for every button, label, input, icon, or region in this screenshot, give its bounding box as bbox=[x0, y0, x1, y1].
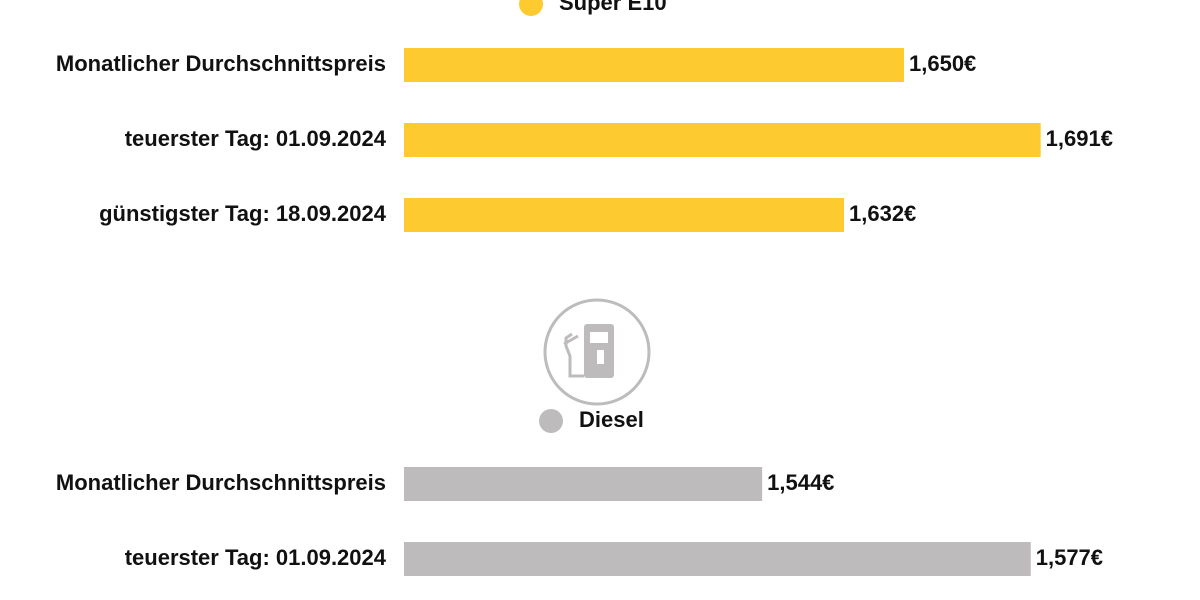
category-label: teuerster Tag: 01.09.2024 bbox=[125, 545, 387, 570]
bar bbox=[404, 467, 763, 501]
legend-marker bbox=[539, 409, 563, 433]
value-label: 1,691€ bbox=[1046, 126, 1113, 151]
value-label: 1,632€ bbox=[849, 201, 916, 226]
category-label: Monatlicher Durchschnittspreis bbox=[56, 470, 386, 495]
category-label: günstigster Tag: 18.09.2024 bbox=[99, 201, 387, 226]
value-label: 1,577€ bbox=[1036, 545, 1103, 570]
bar bbox=[404, 542, 1031, 576]
value-label: 1,544€ bbox=[767, 470, 834, 495]
legend-marker bbox=[519, 0, 543, 16]
fuel-pump-icon bbox=[543, 298, 651, 406]
category-label: teuerster Tag: 01.09.2024 bbox=[125, 126, 387, 151]
bar bbox=[404, 123, 1041, 157]
bar bbox=[404, 48, 904, 82]
legend-label: Diesel bbox=[579, 407, 644, 432]
value-label: 1,650€ bbox=[909, 51, 976, 76]
category-label: Monatlicher Durchschnittspreis bbox=[56, 51, 386, 76]
bar bbox=[404, 198, 844, 232]
legend-label: Super E10 bbox=[559, 0, 667, 15]
